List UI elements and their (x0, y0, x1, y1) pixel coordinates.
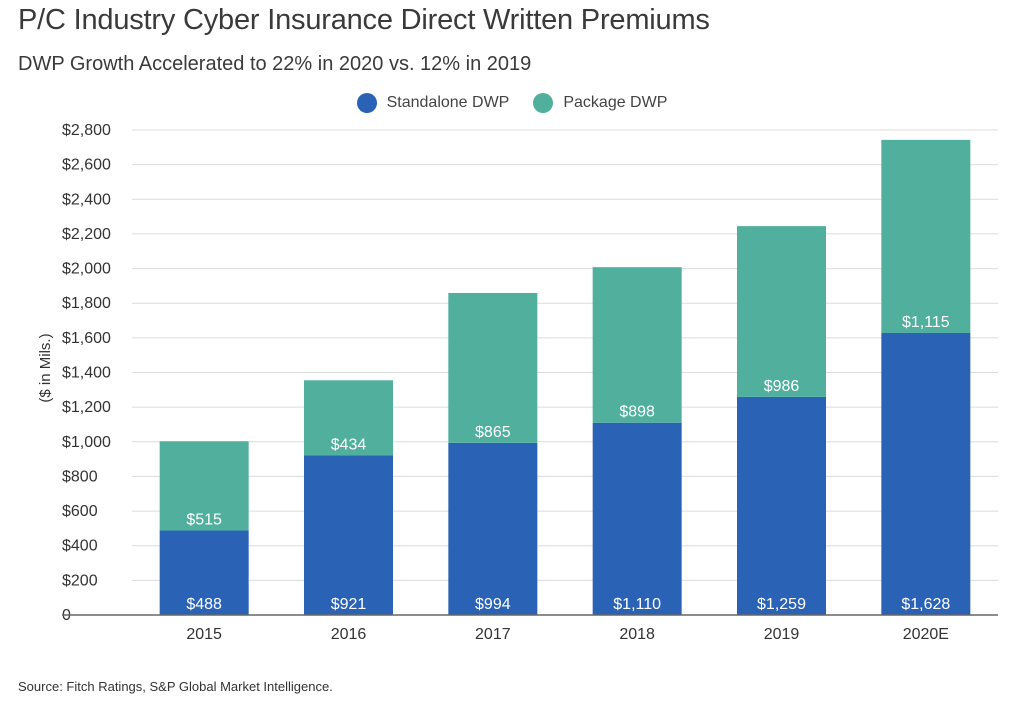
legend-swatch-standalone (356, 93, 377, 113)
y-tick-label: $1,000 (62, 434, 111, 451)
x-tick-label: 2019 (764, 626, 800, 643)
data-label-standalone: $1,628 (901, 596, 950, 613)
data-label-package: $865 (475, 424, 511, 441)
data-label-package: $434 (331, 436, 367, 453)
bar-package (448, 292, 538, 443)
legend-label-standalone: Standalone DWP (386, 94, 510, 111)
data-label-standalone: $1,110 (613, 596, 661, 613)
y-tick-label: $1,600 (62, 330, 111, 347)
source-note: Source: Fitch Ratings, S&P Global Market… (18, 679, 333, 694)
data-label-package: $898 (619, 404, 655, 421)
x-tick-label: 2020E (903, 626, 949, 643)
bar-package (737, 226, 826, 397)
chart-title: P/C Industry Cyber Insurance Direct Writ… (18, 4, 710, 36)
bar-standalone (592, 422, 682, 615)
data-label-standalone: $921 (331, 596, 367, 613)
bar-standalone (159, 530, 249, 615)
bar-package (881, 139, 971, 334)
y-tick-label: $400 (62, 538, 98, 555)
bar-package (159, 441, 249, 531)
data-label-standalone: $488 (186, 596, 222, 613)
bar-package (592, 267, 682, 423)
y-tick-label: $2,000 (62, 261, 111, 278)
y-tick-label: $2,400 (62, 191, 111, 208)
y-tick-label: $600 (62, 503, 98, 520)
bar-standalone (881, 333, 971, 615)
y-tick-label: $1,800 (62, 295, 111, 312)
bar-standalone (304, 455, 393, 615)
data-label-package: $986 (764, 378, 800, 395)
chart-legend: Standalone DWP Package DWP (0, 90, 1024, 116)
y-tick-label: $1,200 (62, 399, 111, 416)
x-tick-label: 2016 (331, 626, 367, 643)
bar-standalone (448, 442, 538, 615)
x-tick-label: 2018 (619, 626, 655, 643)
bar-standalone (737, 396, 826, 615)
legend-swatch-package (533, 93, 554, 113)
y-tick-label: $1,400 (62, 365, 111, 382)
y-tick-label: $200 (62, 572, 98, 589)
y-tick-label: $800 (62, 468, 98, 485)
legend-item-standalone: Standalone DWP (356, 93, 510, 113)
data-label-standalone: $994 (475, 596, 511, 613)
data-label-package: $515 (186, 511, 222, 528)
y-tick-label: $2,200 (62, 226, 111, 243)
y-tick-label: $2,600 (62, 157, 111, 174)
data-label-package: $1,115 (902, 314, 950, 331)
y-axis-label: ($ in Mils.) (37, 333, 54, 402)
legend-label-package: Package DWP (563, 94, 668, 111)
data-label-standalone: $1,259 (757, 596, 806, 613)
bar-package (304, 380, 393, 456)
chart-subtitle: DWP Growth Accelerated to 22% in 2020 vs… (18, 53, 532, 75)
y-tick-label: $2,800 (62, 122, 111, 139)
x-tick-label: 2017 (475, 626, 511, 643)
x-tick-label: 2015 (186, 626, 222, 643)
legend-item-package: Package DWP (533, 93, 667, 113)
